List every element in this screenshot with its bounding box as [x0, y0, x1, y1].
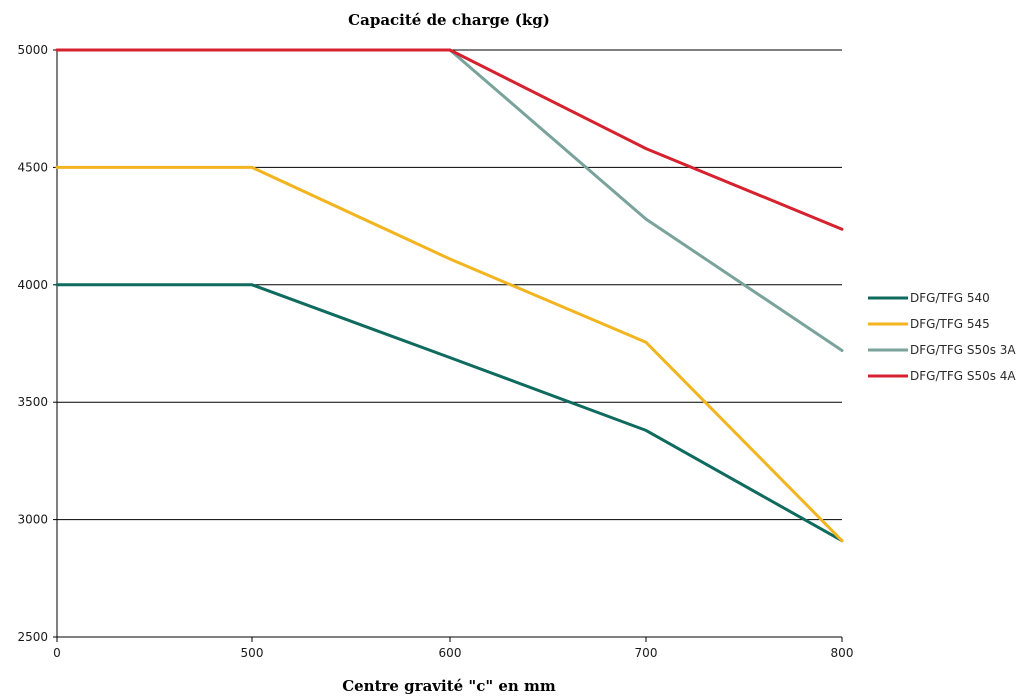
legend-label-dfg-tfg-545: DFG/TFG 545 — [910, 317, 990, 331]
y-tick-label-2500: 2500 — [17, 630, 48, 644]
series-line-dfg-tfg-s50s-3a — [55, 48, 844, 352]
x-axis-title: Centre gravité "c" en mm — [342, 677, 556, 695]
series-line-dfg-tfg-540 — [55, 283, 844, 543]
legend-label-dfg-tfg-540: DFG/TFG 540 — [910, 291, 990, 305]
x-tick-label-0: 0 — [53, 646, 61, 660]
series-line-dfg-tfg-s50s-4a — [55, 48, 844, 231]
x-tick-label-700: 700 — [635, 646, 658, 660]
axes: 2500 3000 3500 4000 4500 5000 0 500 600 700 800 — [17, 43, 853, 660]
y-tick-label-3500: 3500 — [17, 395, 48, 409]
legend-label-dfg-tfg-s50s-4a: DFG/TFG S50s 4A — [910, 369, 1016, 383]
series-lines — [55, 48, 844, 543]
x-tick-label-500: 500 — [241, 646, 264, 660]
y-tick-label-4000: 4000 — [17, 278, 48, 292]
x-tick-label-600: 600 — [439, 646, 462, 660]
series-line-dfg-tfg-545 — [55, 165, 844, 543]
y-tick-label-3000: 3000 — [17, 513, 48, 527]
x-tick-label-800: 800 — [831, 646, 854, 660]
y-tick-label-5000: 5000 — [17, 43, 48, 57]
y-tick-label-4500: 4500 — [17, 160, 48, 174]
legend: DFG/TFG 540 DFG/TFG 545 DFG/TFG S50s 3A DFG… — [868, 291, 1016, 383]
chart-title: Capacité de charge (kg) — [348, 11, 550, 29]
legend-label-dfg-tfg-s50s-3a: DFG/TFG S50s 3A — [910, 343, 1016, 357]
